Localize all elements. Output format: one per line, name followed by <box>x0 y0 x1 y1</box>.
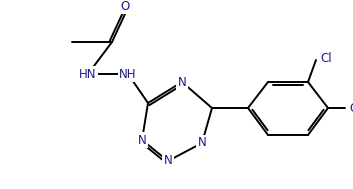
Text: HN: HN <box>79 67 97 81</box>
Text: Cl: Cl <box>320 53 331 66</box>
Text: N: N <box>198 136 207 149</box>
Text: N: N <box>138 133 146 146</box>
Text: N: N <box>164 154 172 167</box>
Text: NH: NH <box>119 67 137 81</box>
Text: Cl: Cl <box>349 101 353 115</box>
Text: O: O <box>120 0 130 13</box>
Text: N: N <box>178 75 186 88</box>
